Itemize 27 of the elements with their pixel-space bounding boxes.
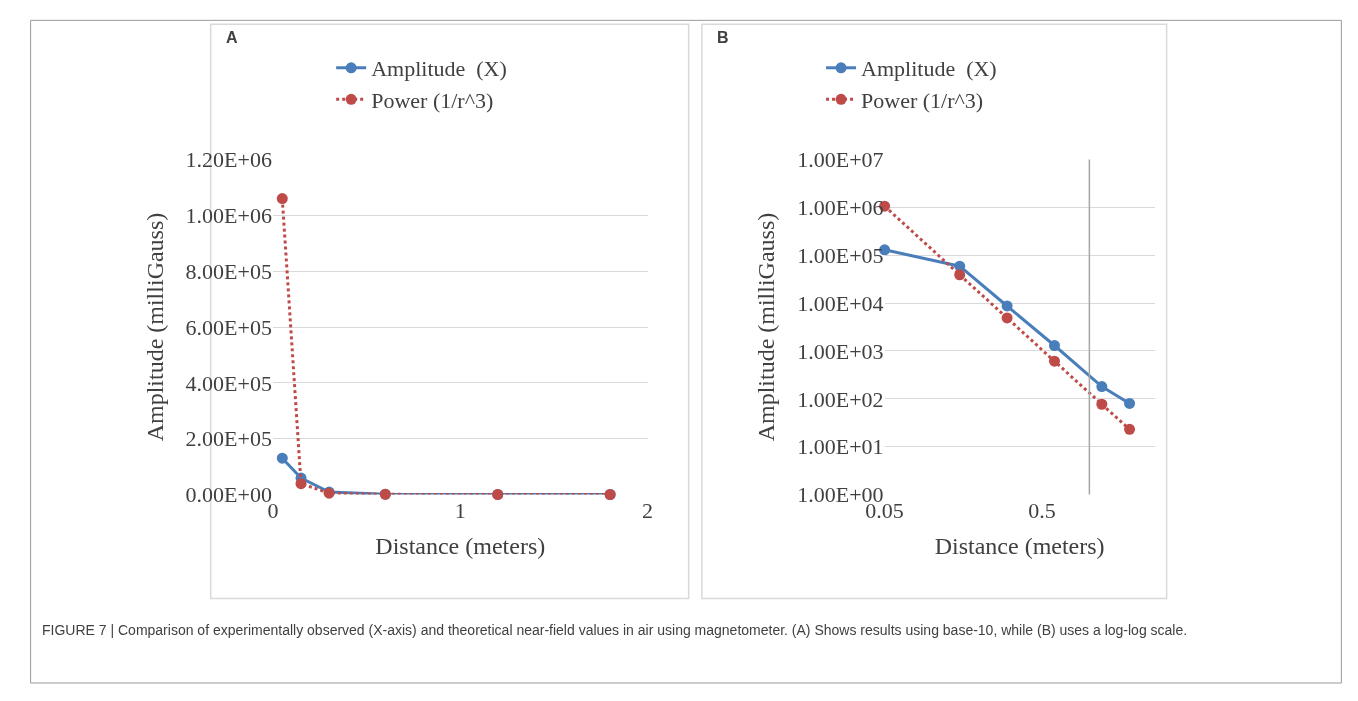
y-tick-label: 1.00E+06 [185, 203, 272, 229]
caption: FIGURE 7 | Comparison of experimentally observed (X-axis) and theoretical near-field values in air using magnetometer. (A) Shows results using base-10, while (B) uses a log-log scale. [42, 622, 1188, 638]
y-tick-label: 1.00E+02 [797, 386, 884, 412]
y-tick-label: 6.00E+05 [185, 314, 272, 340]
legend-label: Power (1/r^3) [371, 87, 494, 113]
legend-label: Amplitude (X) [861, 56, 997, 82]
x-tick-label: 1 [454, 497, 466, 523]
y-tick-label: 1.00E+05 [797, 242, 884, 268]
y-tick-label: 1.00E+06 [797, 195, 884, 221]
x-axis-title: Distance (meters) [934, 532, 1105, 559]
y-tick-label: 1.00E+04 [797, 290, 884, 316]
y-tick-label: 1.00E+03 [797, 338, 884, 364]
y-tick-label: 4.00E+05 [185, 370, 272, 396]
y-tick-label: 1.00E+07 [797, 147, 884, 173]
x-tick-label: 0.5 [1028, 497, 1056, 523]
y-axis-title: Amplitude (milliGauss) [141, 212, 168, 442]
legend-label: Amplitude (X) [371, 56, 507, 82]
x-tick-label: 2 [642, 497, 654, 523]
y-tick-label: 1.00E+01 [797, 434, 884, 460]
y-tick-label: 2.00E+05 [185, 426, 272, 452]
x-axis-title: Distance (meters) [375, 532, 546, 559]
chart-title: A [226, 29, 238, 46]
text: B [717, 29, 729, 46]
legend-label: Power (1/r^3) [861, 87, 984, 113]
y-tick-label: 8.00E+05 [185, 258, 272, 284]
y-tick-label: 1.20E+06 [185, 147, 272, 173]
y-axis-title: Amplitude (milliGauss) [753, 212, 780, 442]
